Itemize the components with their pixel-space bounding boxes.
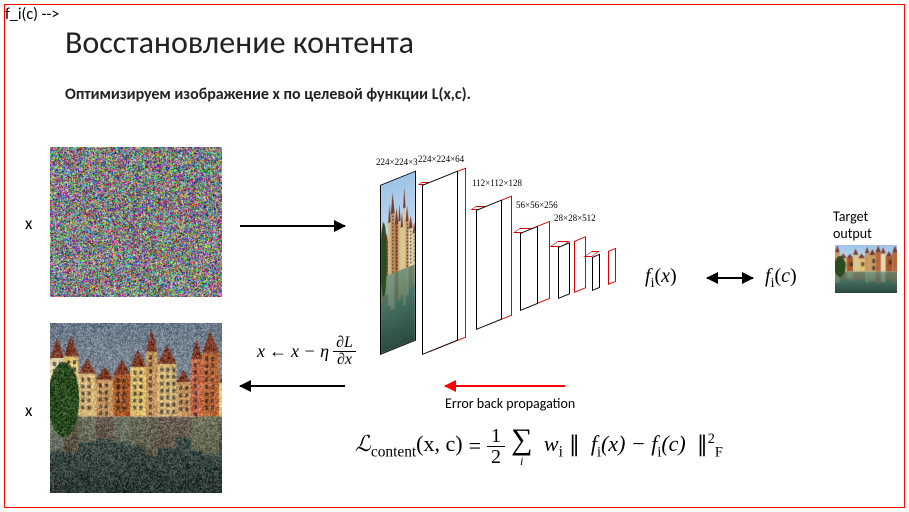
slide-subtitle: Оптимизируем изображение x по целевой фу… — [65, 85, 471, 104]
loss-formula: ℒcontent(x, c) = 1 2 ∑ i wi ∥ fi(x) − fi… — [355, 425, 723, 467]
update-formula: x ← x − η ∂L ∂x — [257, 335, 356, 368]
backward-arrow — [240, 385, 345, 387]
cnn-layer-label-0: 224×224×3 — [376, 157, 418, 167]
slide-frame: Восстановление контента Оптимизируем изо… — [4, 4, 905, 508]
loss-lhs: ℒcontent(x, c) — [355, 431, 463, 461]
cnn-layer-0 — [380, 170, 416, 355]
cnn-layer-label-2: 112×112×128 — [472, 178, 522, 188]
cnn-layer-label-1: 224×224×64 — [418, 154, 464, 164]
loss-w: wi — [538, 431, 562, 461]
cnn-layer-3 — [520, 226, 538, 311]
cnn-layer-label-3: 56×56×256 — [516, 200, 558, 210]
slide-title: Восстановление контента — [65, 23, 414, 62]
update-arrow: ← — [269, 341, 287, 362]
target-town-image — [835, 245, 897, 293]
fi-x: fi(x) — [645, 265, 677, 292]
cnn-layer-label-4: 28×28×512 — [554, 213, 596, 223]
x-label-bottom: x — [25, 400, 32, 421]
cnn-layer-1 — [422, 170, 458, 355]
error-backprop-arrow — [445, 385, 565, 387]
update-rhs-prefix: x − η — [291, 341, 329, 362]
double-arrow — [707, 277, 753, 279]
cnn-diagram: 224×224×3224×224×64112×112×12856×56×2562… — [380, 155, 640, 365]
update-fraction: ∂L ∂x — [333, 335, 356, 368]
x-label-top: x — [25, 213, 32, 234]
update-frac-num: ∂L — [333, 335, 356, 352]
cnn-layer-2 — [476, 199, 502, 330]
input-noise-image — [50, 147, 222, 297]
cnn-layer-4 — [558, 242, 570, 299]
fi-c: fi(c) — [765, 265, 797, 292]
error-backprop-caption: Error back propagation — [445, 395, 575, 412]
cnn-layer-5 — [592, 254, 600, 291]
loss-norm: ∥ fi(x) − fi(c) ∥2F — [569, 431, 723, 462]
optimized-result-image — [50, 323, 222, 493]
forward-arrow — [240, 225, 345, 227]
loss-half: 1 2 — [487, 426, 505, 467]
loss-eq: = — [469, 433, 481, 459]
target-label-text: Target output — [833, 208, 872, 242]
update-frac-den: ∂x — [334, 352, 355, 368]
update-lhs: x — [257, 341, 265, 362]
target-label: Target output — [833, 209, 904, 243]
loss-sum: ∑ i — [511, 425, 532, 467]
